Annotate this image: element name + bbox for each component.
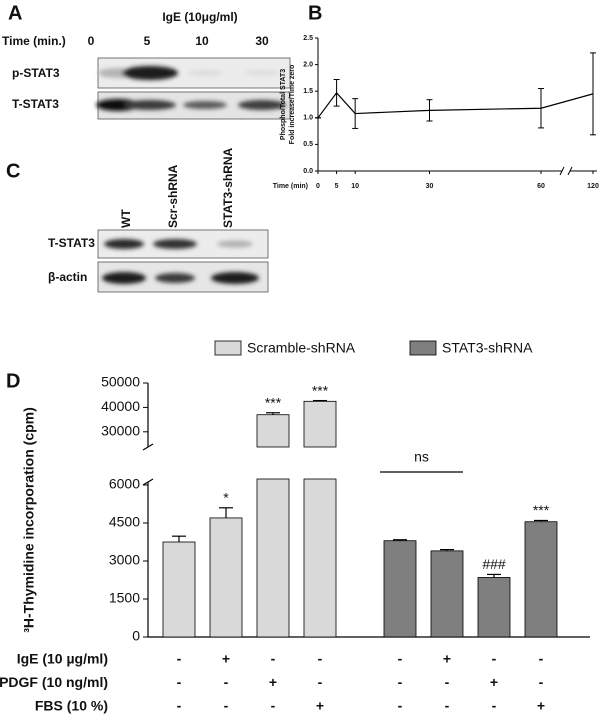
significance-label: *** (533, 502, 550, 518)
treatment-label: PDGF (10 ng/ml) (0, 674, 108, 690)
y-axis-label: ³H-Thymidine incorporation (cpm) (21, 407, 37, 633)
x-tick-label: 0 (316, 183, 320, 190)
treatment-sign: - (177, 651, 182, 667)
treatment-sign: - (318, 674, 323, 690)
treatment-sign: + (490, 674, 498, 690)
y-tick-label: 0.0 (303, 168, 313, 175)
x-tick-label: 30 (426, 183, 434, 190)
panel-label: C (6, 160, 20, 182)
y-tick-label: 1500 (109, 590, 140, 606)
y-tick-label: 2.0 (303, 61, 313, 68)
axis-break (567, 166, 573, 176)
bar (383, 540, 417, 638)
y-axis-label: Phospho/Total STAT3 (280, 69, 287, 140)
lane-header: Time (min.) (2, 34, 66, 48)
treatment-label: FBS (10 %) (35, 698, 108, 714)
y-axis-label: Fold increase/Time zero (289, 65, 296, 145)
y-tick-label: 6000 (109, 476, 140, 492)
row-label: T-STAT3 (48, 236, 95, 250)
y-tick-label: 0 (132, 628, 140, 644)
panel-label: D (6, 370, 20, 392)
treatment-sign: - (492, 651, 497, 667)
y-tick-label: 1.0 (303, 115, 313, 122)
bar (162, 541, 196, 638)
treatment-sign: - (318, 651, 323, 667)
lane-label: 5 (144, 34, 151, 48)
treatment-sign: - (539, 674, 544, 690)
bar-lower (256, 478, 290, 638)
axis-break (559, 166, 565, 176)
blot (96, 57, 291, 120)
treatment-sign: - (398, 651, 403, 667)
lane-label: STAT3-shRNA (221, 147, 235, 228)
treatment-label: IgE (10 µg/ml) (17, 651, 108, 667)
y-tick-label: 50000 (101, 374, 140, 390)
row-label: β-actin (48, 270, 87, 284)
lane-label: 0 (88, 34, 95, 48)
x-tick-label: 5 (335, 183, 339, 190)
row-label: T-STAT3 (12, 97, 59, 111)
lane-label: 30 (255, 34, 269, 48)
treatment-sign: - (539, 651, 544, 667)
axis-break (142, 478, 154, 486)
significance-label: *** (312, 382, 329, 398)
x-axis-label: Time (min) (273, 183, 308, 190)
y-tick-label: 30000 (101, 423, 140, 439)
line (317, 91, 594, 119)
significance-label: *** (265, 394, 282, 410)
treatment-sign: - (398, 674, 403, 690)
treatment-sign: + (269, 674, 277, 690)
y-tick-label: 0.5 (303, 141, 313, 148)
treatment-sign: - (271, 698, 276, 714)
blot (97, 229, 269, 293)
significance-label: * (223, 490, 229, 506)
treatment-sign: - (492, 698, 497, 714)
treatment-sign: - (445, 698, 450, 714)
row-label: p-STAT3 (12, 66, 60, 80)
bar-lower (303, 478, 337, 638)
bar (477, 577, 511, 638)
lane-label: WT (119, 209, 133, 228)
y-tick-label: 40000 (101, 398, 140, 414)
legend-label: STAT3-shRNA (442, 340, 533, 356)
axis-break (142, 443, 154, 451)
treatment-sign: + (316, 698, 324, 714)
panel-label: B (308, 2, 322, 24)
treatment-sign: - (271, 651, 276, 667)
treatment-sign: - (398, 698, 403, 714)
significance-label: ### (482, 556, 506, 572)
treatment-sign: + (443, 651, 451, 667)
y-tick-label: 3000 (109, 552, 140, 568)
lane-label: Scr-shRNA (166, 164, 180, 228)
treatment-sign: - (224, 698, 229, 714)
bar (430, 550, 464, 638)
bar-upper (256, 414, 290, 448)
treatment-sign: + (222, 651, 230, 667)
treatment-sign: + (537, 698, 545, 714)
lane-label: 10 (195, 34, 209, 48)
annotation: ns (414, 449, 429, 465)
x-tick-label: 10 (351, 183, 359, 190)
legend-label: Scramble-shRNA (247, 340, 356, 356)
panel-label: A (8, 2, 22, 24)
bar (209, 517, 243, 638)
x-tick-label: 60 (537, 183, 545, 190)
treatment-sign: - (224, 674, 229, 690)
legend-swatch (214, 340, 242, 356)
treatment-sign: - (177, 698, 182, 714)
y-tick-label: 2.5 (303, 35, 313, 42)
y-tick-label: 1.5 (303, 88, 313, 95)
x-tick-label: 120 (587, 183, 599, 190)
treatment-sign: - (445, 674, 450, 690)
treatment-sign: - (177, 674, 182, 690)
treatment-label: IgE (10μg/ml) (162, 10, 237, 24)
bar-upper (303, 400, 337, 448)
bar (524, 521, 558, 638)
y-tick-label: 4500 (109, 514, 140, 530)
legend-swatch (409, 340, 437, 356)
